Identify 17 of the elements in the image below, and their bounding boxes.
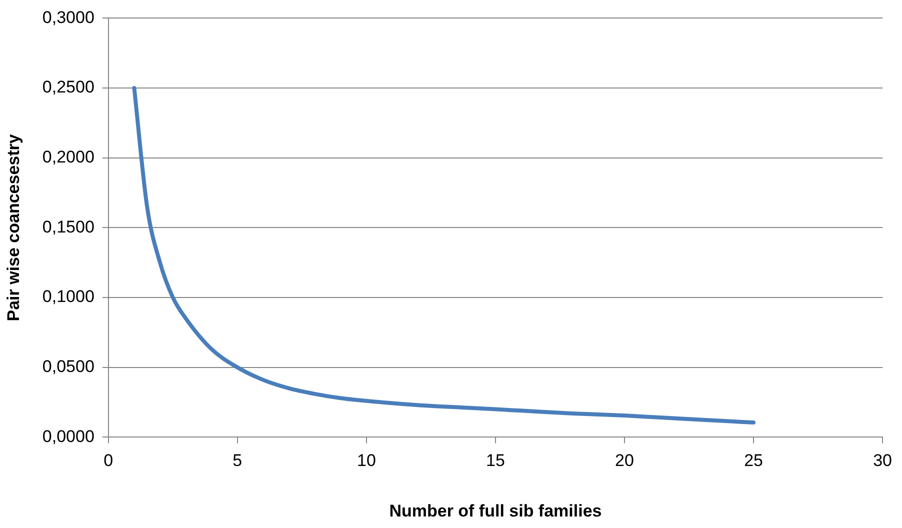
y-tick-label: 0,2000 xyxy=(42,148,94,167)
x-tick-label: 15 xyxy=(486,451,505,470)
y-tick-label: 0,0000 xyxy=(42,426,94,446)
x-tick-label: 10 xyxy=(356,451,376,470)
x-tick-label: 25 xyxy=(744,451,763,470)
x-tick-label: 0 xyxy=(104,451,114,470)
y-tick-label: 0,3000 xyxy=(42,8,94,27)
y-tick-label: 0,1500 xyxy=(42,217,94,236)
x-tick-label: 30 xyxy=(873,451,892,470)
y-axis-title: Pair wise coancesestry xyxy=(4,134,23,322)
x-tick-label: 20 xyxy=(615,451,634,470)
y-tick-label: 0,0500 xyxy=(42,357,94,376)
x-axis-title: Number of full sib families xyxy=(389,501,602,520)
y-tick-label: 0,1000 xyxy=(42,287,94,306)
y-tick-label: 0,2500 xyxy=(42,78,94,97)
x-tick-label: 5 xyxy=(232,451,242,470)
line-series xyxy=(132,86,756,425)
